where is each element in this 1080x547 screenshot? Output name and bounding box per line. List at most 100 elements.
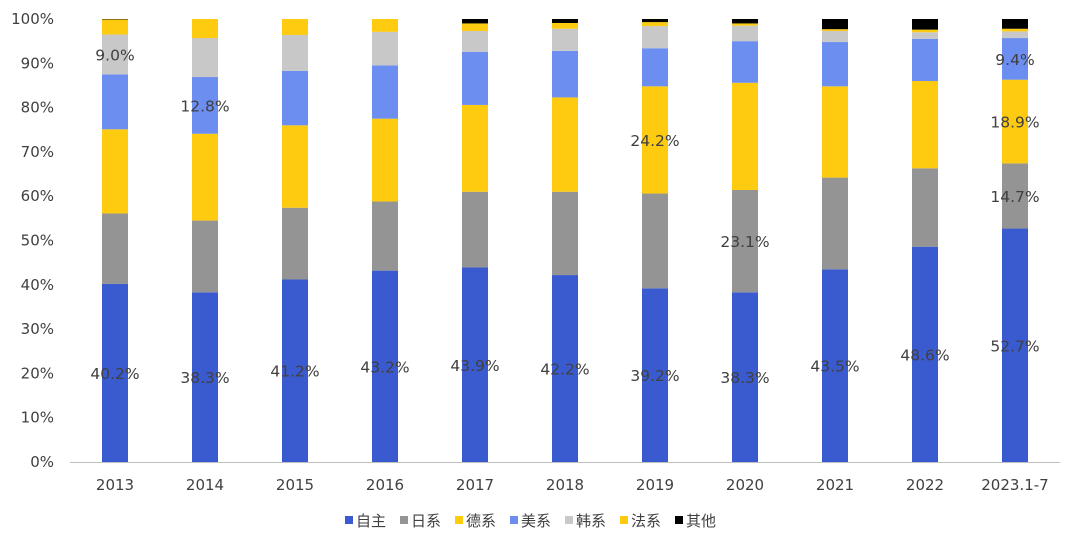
x-tick-label: 2020 bbox=[726, 476, 764, 494]
y-axis: 0% 10% 20% 30% 40% 50% 60% 70% 80% 90% 100% bbox=[11, 10, 54, 471]
data-label: 43.5% bbox=[810, 358, 859, 376]
bar-segment bbox=[372, 270, 398, 462]
data-label: 43.9% bbox=[450, 357, 499, 375]
bar-segment bbox=[102, 19, 128, 35]
bar-segment bbox=[102, 129, 128, 214]
data-labels: 40.2% 9.0% 38.3% 12.8% 41.2% 43.2% 43.9% 42.2% 3… bbox=[90, 46, 1039, 387]
bar-segment bbox=[462, 191, 488, 268]
bar-segment bbox=[912, 246, 938, 462]
bar-segment bbox=[192, 38, 218, 78]
bar-segment bbox=[642, 22, 668, 27]
bar-segment bbox=[822, 29, 848, 31]
bar-segment bbox=[372, 31, 398, 66]
bar-segment bbox=[102, 34, 128, 75]
legend-swatch bbox=[455, 516, 463, 524]
bar-segment bbox=[372, 65, 398, 119]
data-label: 24.2% bbox=[630, 132, 679, 150]
bar-segment bbox=[552, 19, 578, 23]
legend-label: 日系 bbox=[411, 512, 441, 530]
bar-segment bbox=[282, 125, 308, 208]
legend-label: 韩系 bbox=[576, 512, 606, 530]
legend-label: 德系 bbox=[466, 512, 496, 530]
bars bbox=[102, 19, 1028, 462]
bar-segment bbox=[1002, 31, 1028, 39]
data-label: 18.9% bbox=[990, 114, 1039, 132]
bar-segment bbox=[1002, 79, 1028, 164]
data-label: 38.3% bbox=[720, 369, 769, 387]
bar-segment bbox=[552, 97, 578, 192]
bar-segment bbox=[102, 283, 128, 462]
x-tick-label: 2018 bbox=[546, 476, 584, 494]
bar-segment bbox=[552, 50, 578, 98]
bar-segment bbox=[912, 32, 938, 39]
bar-segment bbox=[102, 74, 128, 130]
bar-segment bbox=[552, 191, 578, 276]
data-label: 43.2% bbox=[360, 358, 409, 376]
data-label: 9.4% bbox=[995, 51, 1034, 69]
legend-label: 自主 bbox=[356, 512, 386, 530]
data-label: 52.7% bbox=[990, 337, 1039, 355]
legend-item: 美系 bbox=[510, 512, 551, 530]
bar-segment bbox=[642, 48, 668, 87]
x-tick-label: 2014 bbox=[186, 476, 224, 494]
bar-segment bbox=[372, 19, 398, 32]
x-tick-label: 2016 bbox=[366, 476, 404, 494]
y-tick-label: 100% bbox=[11, 10, 54, 28]
bar-segment bbox=[1002, 228, 1028, 462]
bar-segment bbox=[732, 23, 758, 26]
bar-segment bbox=[912, 19, 938, 30]
bar-segment bbox=[642, 86, 668, 194]
y-tick-label: 70% bbox=[21, 143, 54, 161]
bar-segment bbox=[1002, 163, 1028, 229]
bar-segment bbox=[282, 70, 308, 126]
bar-segment bbox=[462, 51, 488, 105]
data-label: 48.6% bbox=[900, 346, 949, 364]
bar-segment bbox=[912, 81, 938, 169]
bar-segment bbox=[732, 292, 758, 462]
legend-swatch bbox=[510, 516, 518, 524]
data-label: 9.0% bbox=[95, 46, 134, 64]
x-tick-label: 2015 bbox=[276, 476, 314, 494]
bar-segment bbox=[282, 34, 308, 71]
legend-swatch bbox=[620, 516, 628, 524]
legend-item: 其他 bbox=[675, 512, 716, 530]
bar-segment bbox=[1002, 19, 1028, 29]
x-tick-label: 2013 bbox=[96, 476, 134, 494]
x-tick-label: 2023.1-7 bbox=[981, 476, 1048, 494]
bar-segment bbox=[732, 189, 758, 293]
bar-segment bbox=[822, 269, 848, 462]
legend: 自主 日系 德系 美系 韩系 法系 其他 bbox=[345, 512, 716, 530]
y-tick-label: 20% bbox=[21, 364, 54, 382]
legend-swatch bbox=[345, 516, 353, 524]
legend-label: 其他 bbox=[686, 512, 716, 530]
legend-item: 日系 bbox=[400, 512, 441, 530]
bar-segment bbox=[462, 267, 488, 462]
data-label: 40.2% bbox=[90, 365, 139, 383]
bar-segment bbox=[1002, 38, 1028, 80]
legend-item: 韩系 bbox=[565, 512, 606, 530]
y-tick-label: 50% bbox=[21, 232, 54, 250]
bar-segment bbox=[642, 193, 668, 289]
bar-segment bbox=[462, 30, 488, 52]
data-label: 42.2% bbox=[540, 361, 589, 379]
y-tick-label: 90% bbox=[21, 54, 54, 72]
bar-segment bbox=[822, 177, 848, 270]
legend-item: 德系 bbox=[455, 512, 496, 530]
bar-segment bbox=[822, 86, 848, 178]
bar-segment bbox=[732, 82, 758, 190]
x-tick-label: 2017 bbox=[456, 476, 494, 494]
bar-segment bbox=[552, 275, 578, 462]
data-label: 14.7% bbox=[990, 188, 1039, 206]
data-label: 12.8% bbox=[180, 97, 229, 115]
bar-segment bbox=[192, 133, 218, 221]
bar-segment bbox=[282, 279, 308, 462]
bar-segment bbox=[642, 26, 668, 49]
bar-segment bbox=[642, 19, 668, 23]
bar-segment bbox=[732, 41, 758, 83]
x-tick-label: 2021 bbox=[816, 476, 854, 494]
bar-segment bbox=[192, 77, 218, 134]
bar-segment bbox=[732, 25, 758, 42]
y-tick-label: 80% bbox=[21, 99, 54, 117]
bar-segment bbox=[462, 19, 488, 24]
legend-label: 法系 bbox=[631, 512, 661, 530]
